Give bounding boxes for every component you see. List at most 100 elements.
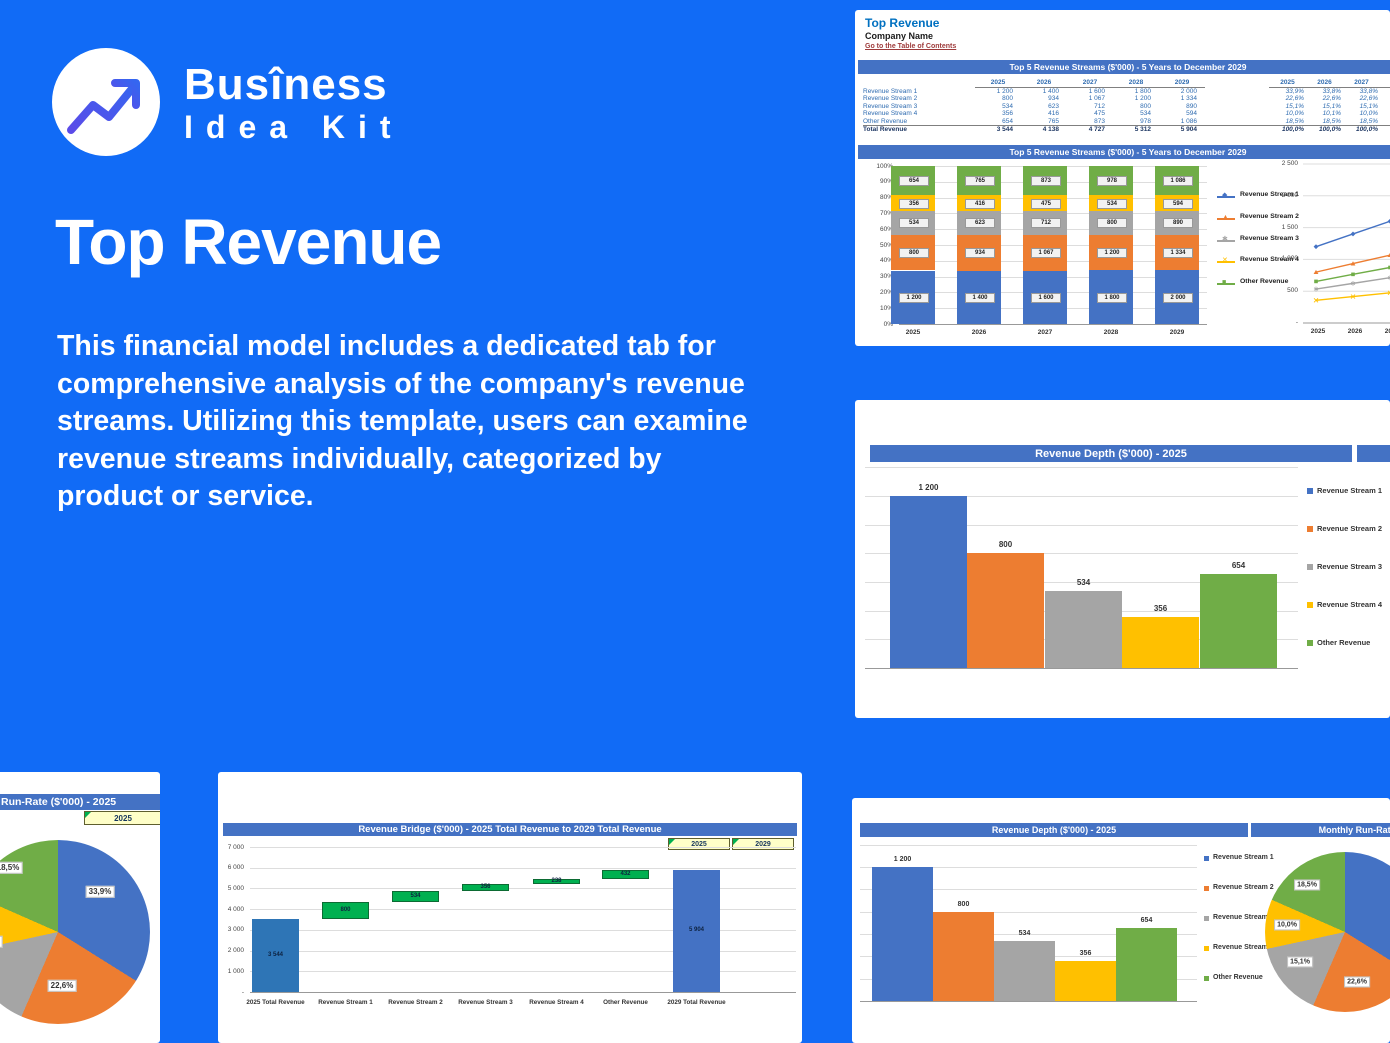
y-axis-tick: 5 000 xyxy=(227,884,244,892)
company-name: Company Name xyxy=(865,31,934,41)
revenue-table: 202520262027202820292025202620272028Reve… xyxy=(863,78,1390,134)
year-dropdown[interactable]: 2025 xyxy=(84,811,160,825)
chart-header-bar: Revenue Bridge ($'000) - 2025 Total Reve… xyxy=(223,823,797,836)
bar-value-label: 356 xyxy=(1079,950,1092,958)
total-value-cell: 3 544 xyxy=(996,125,1013,133)
pct-cell: 15,1% xyxy=(1322,102,1341,110)
bar-value-label: 238 xyxy=(551,877,562,884)
legend-line xyxy=(1217,240,1235,242)
y-axis-tick: 50% xyxy=(879,241,893,249)
legend-label: Revenue Stream 1 xyxy=(1317,486,1383,495)
total-value-cell: 5 904 xyxy=(1180,125,1197,133)
table-row: Revenue Stream 4 356 416 475 534 594 10,0% 10,1… xyxy=(863,110,1390,117)
y-axis-tick: 7 000 xyxy=(227,843,244,851)
gridline xyxy=(860,866,1197,868)
table-row: Other Revenue 654 765 873 978 1 086 18,5% 18,5%… xyxy=(863,118,1390,125)
y-axis-tick: 10% xyxy=(879,304,893,312)
stacked-bar-chart: 0% 10% 20% 30% 40% 50% 60% 70% 80% 90% 100% 1 200 80… xyxy=(855,160,1215,342)
legend-line xyxy=(1217,283,1235,285)
bar-value-label: 934 xyxy=(965,248,995,259)
pct-cell: 33,8% xyxy=(1322,88,1341,95)
x-axis-label: Revenue Stream 1 xyxy=(318,999,373,1006)
chart-header-bar-right: Monthly Run-Rate ($'000 xyxy=(1251,823,1390,837)
brand-name: Busîness Idea Kit xyxy=(184,62,404,146)
bar-value-label: 800 xyxy=(1097,218,1127,229)
legend-label: Revenue Stream 2 xyxy=(1240,213,1299,220)
pct-year-header: 2027 xyxy=(1343,78,1380,88)
chart-legend: Revenue Stream 1 Revenue Stream 2 Revenue … xyxy=(1307,400,1390,680)
legend-label: Other Revenue xyxy=(1213,974,1263,981)
total-pct-cell: 100,0% xyxy=(1318,125,1341,133)
chart-header-bar: Top 5 Revenue Streams ($'000) - 5 Years … xyxy=(858,145,1390,159)
header-bar-fragment xyxy=(1357,445,1390,462)
legend-marker-icon: ▲ xyxy=(1222,214,1229,221)
gridline xyxy=(250,971,796,973)
bar xyxy=(872,866,933,1001)
gridline xyxy=(250,909,796,911)
y-axis-tick: - xyxy=(1295,319,1298,326)
bar-value-label: 594 xyxy=(1163,198,1193,209)
gridline xyxy=(865,553,1298,555)
pie-slice-label: 18,5% xyxy=(0,861,23,875)
bar-value-label: 654 xyxy=(899,176,929,187)
revenue-bridge-waterfall-chart: 7 000 6 000 5 000 4 000 3 000 2 000 1 000 - 3 54… xyxy=(218,772,802,1043)
x-axis-label: 2025 Total Revenue xyxy=(246,999,305,1006)
bar-value-label: 534 xyxy=(410,892,421,899)
chart-legend: ◆ Revenue Stream 1 ▲ Revenue Stream 2 ✱ Reven… xyxy=(1217,10,1303,320)
gridline xyxy=(250,867,796,869)
bar-value-label: 432 xyxy=(620,870,631,877)
brand-name-line1: Busîness xyxy=(184,60,388,109)
line-marker xyxy=(1350,261,1356,266)
value-cell: 654 xyxy=(1002,117,1013,125)
pct-cell: 33,9% xyxy=(1285,88,1304,95)
legend-marker-icon: ■ xyxy=(1222,279,1227,286)
legend-label: Revenue Stream 2 xyxy=(1213,884,1274,891)
page-title: Top Revenue xyxy=(55,206,442,278)
gridline xyxy=(865,582,1298,584)
legend-swatch xyxy=(1204,946,1209,951)
panel-depth-and-run-rate: Revenue Depth ($'000) - 2025 Monthly Run… xyxy=(852,798,1390,1043)
row-label: Other Revenue xyxy=(863,117,908,125)
bar-value-label: 800 xyxy=(340,906,351,913)
value-cell: 712 xyxy=(1094,102,1105,110)
value-cell: 356 xyxy=(1002,110,1013,118)
legend-line xyxy=(1217,196,1235,198)
x-axis-label: 2028 xyxy=(1103,329,1119,336)
y-axis-tick: 1 000 xyxy=(227,967,244,975)
waterfall-bar xyxy=(533,878,580,884)
legend-label: Revenue Stream 4 xyxy=(1213,944,1274,951)
line-series xyxy=(1315,277,1390,290)
bar-value-label: 800 xyxy=(957,900,970,908)
value-cell: 534 xyxy=(1002,102,1013,110)
y-axis-tick: 4 000 xyxy=(227,905,244,913)
value-cell: 1 600 xyxy=(1088,88,1105,95)
value-cell: 2 000 xyxy=(1180,88,1197,95)
legend-swatch xyxy=(1307,602,1313,608)
line-marker xyxy=(1313,244,1319,250)
line-series xyxy=(1315,220,1390,248)
pct-cell: 18,4% xyxy=(1380,118,1390,125)
panel-monthly-run-rate: Run-Rate ($'000) - 2025 2025 33,9% 22,6% 1… xyxy=(0,772,160,1043)
gridline xyxy=(860,889,1197,891)
year-header: 2029 xyxy=(1159,78,1205,88)
gridline xyxy=(250,847,796,848)
line-marker xyxy=(1313,286,1319,292)
value-cell: 934 xyxy=(1048,95,1059,103)
legend-line xyxy=(1217,261,1235,263)
x-axis-label: Revenue Stream 4 xyxy=(529,999,584,1006)
x-axis-label: 2029 Total Revenue xyxy=(667,999,726,1006)
bar-value-label: 800 xyxy=(899,248,929,259)
bar-value-label: 3 544 xyxy=(267,951,283,958)
legend-swatch xyxy=(1204,856,1209,861)
total-pct-cell: 100,0% xyxy=(1380,126,1390,135)
page-description: This financial model includes a dedicate… xyxy=(57,330,748,512)
gridline xyxy=(865,668,1298,669)
gridline xyxy=(865,524,1298,526)
line-marker xyxy=(1387,252,1390,258)
pie-slice-label: 22,6% xyxy=(47,979,77,993)
total-pct-cell: 100,0% xyxy=(1355,125,1378,133)
bar-value-label: 356 xyxy=(899,198,929,209)
table-of-contents-link[interactable]: Go to the Table of Contents xyxy=(865,43,957,50)
x-axis-label: Revenue Stream 3 xyxy=(458,999,513,1006)
chart-header-bar: Run-Rate ($'000) - 2025 xyxy=(0,794,160,810)
